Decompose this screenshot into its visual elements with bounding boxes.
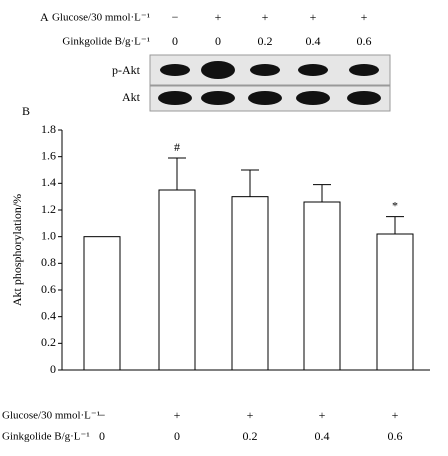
condition-label: 0.4 [306, 34, 321, 48]
band [201, 91, 235, 105]
y-axis-label: Akt phosphorylation/% [10, 194, 24, 306]
panel-label: A [40, 10, 49, 24]
bar [376, 233, 414, 371]
y-tick-label: 1.6 [41, 148, 56, 162]
row-label: Ginkgolide B/g·L⁻¹ [62, 36, 150, 48]
bar [83, 236, 121, 371]
x-tick-label: 0.4 [315, 429, 330, 443]
panel-label: B [22, 104, 30, 118]
y-tick-label: 1.8 [41, 122, 56, 136]
band [201, 61, 235, 79]
band [347, 91, 381, 105]
bar [303, 201, 341, 371]
x-tick-label: + [174, 408, 181, 422]
bar [158, 189, 196, 371]
annotation: # [174, 140, 180, 154]
x-tick-label: + [319, 408, 326, 422]
band [349, 64, 379, 76]
band [296, 91, 330, 105]
condition-label: + [215, 10, 222, 24]
band [160, 64, 190, 76]
y-tick-label: 1.4 [41, 175, 56, 189]
y-tick-label: 0 [50, 362, 56, 376]
y-tick-label: 1.0 [41, 228, 56, 242]
y-tick-label: 1.2 [41, 202, 56, 216]
condition-label: 0 [215, 34, 221, 48]
band [298, 64, 328, 76]
condition-label: 0 [172, 34, 178, 48]
x-tick-label: 0.6 [388, 429, 403, 443]
row-label: Ginkgolide B/g·L⁻¹ [2, 431, 90, 443]
annotation: * [392, 198, 398, 212]
bar [231, 196, 269, 371]
y-tick-label: 0.6 [41, 282, 56, 296]
x-tick-label: − [99, 408, 106, 422]
y-tick-label: 0.2 [41, 335, 56, 349]
y-tick-label: 0.8 [41, 255, 56, 269]
condition-label: + [310, 10, 317, 24]
band [158, 91, 192, 105]
condition-label: + [262, 10, 269, 24]
condition-label: 0.6 [357, 34, 372, 48]
band-label: Akt [122, 90, 141, 104]
x-tick-label: 0.2 [243, 429, 258, 443]
row-label: Glucose/30 mmol·L⁻¹ [52, 12, 150, 24]
condition-label: + [361, 10, 368, 24]
band [250, 64, 280, 76]
x-tick-label: + [392, 408, 399, 422]
band-label: p-Akt [112, 63, 141, 77]
x-tick-label: 0 [174, 429, 180, 443]
condition-label: 0.2 [258, 34, 273, 48]
condition-label: − [172, 10, 179, 24]
x-tick-label: 0 [99, 429, 105, 443]
x-tick-label: + [247, 408, 254, 422]
y-tick-label: 0.4 [41, 308, 56, 322]
band [248, 91, 282, 105]
row-label: Glucose/30 mmol·L⁻¹ [2, 410, 100, 422]
